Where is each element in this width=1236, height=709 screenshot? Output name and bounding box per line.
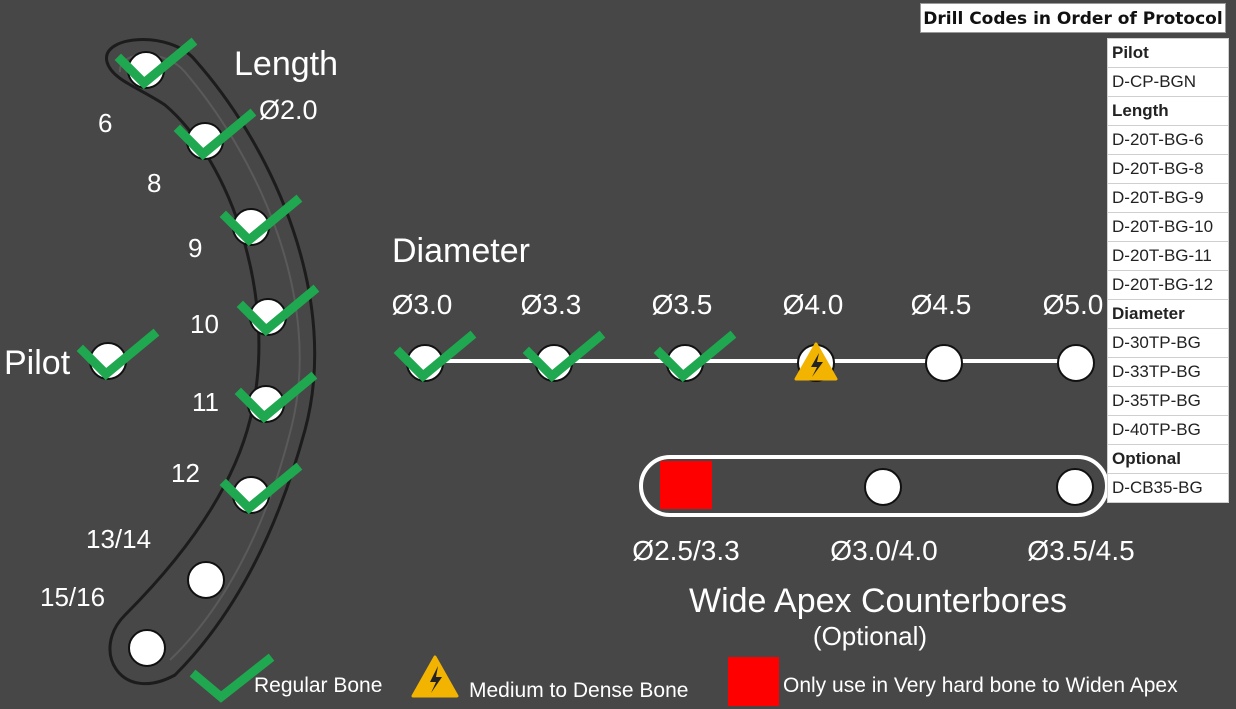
step-label: 6 [98,108,112,138]
table-cell: Optional [1107,444,1229,474]
step-label: Ø2.5/3.3 [632,535,739,566]
diameter-title: Diameter [392,232,530,270]
step-label: Ø5.0 [1043,289,1104,320]
check-icon [219,462,303,515]
legend: Regular Bone Medium to Dense Bone Only u… [189,653,1178,706]
counterbores-title: Wide Apex Counterbores [689,582,1067,620]
diameter-step-marker [1057,344,1095,382]
legend-warning-bolt [430,666,442,693]
table-cell: D-20T-BG-11 [1107,241,1229,271]
step-label: Ø3.5/4.5 [1027,535,1134,566]
table-row: D-40TP-BG [1107,415,1229,445]
counterbores-subtitle: (Optional) [813,621,927,651]
table-row: D-20T-BG-11 [1107,241,1229,271]
table-cell: D-30TP-BG [1107,328,1229,358]
table-row: D-35TP-BG [1107,386,1229,416]
counterbore-square-marker [660,461,712,509]
legend-check-icon [189,653,275,703]
table-section-header: Length [1107,96,1229,126]
table-cell: D-20T-BG-12 [1107,270,1229,300]
length-title: Length [234,45,338,83]
table-section-header: Optional [1107,444,1229,474]
length-step-marker [128,629,166,667]
table-row: D-33TP-BG [1107,357,1229,387]
table-row: D-20T-BG-8 [1107,154,1229,184]
table-cell: D-20T-BG-6 [1107,125,1229,155]
table-cell: D-20T-BG-9 [1107,183,1229,213]
table-row: D-CP-BGN [1107,67,1229,97]
step-label: Ø3.0 [392,289,453,320]
drill-codes-table: Pilot D-CP-BGN Length D-20T-BG-6 D-20T-BG-8 D… [1107,38,1229,503]
table-cell: Diameter [1107,299,1229,329]
counterbore-step-marker [1056,468,1094,506]
table-cell: Length [1107,96,1229,126]
length-step-marker [187,561,225,599]
table-row: D-CB35-BG [1107,473,1229,503]
table-cell: D-20T-BG-8 [1107,154,1229,184]
legend-medium-label: Medium to Dense Bone [469,679,688,702]
table-cell: D-CP-BGN [1107,67,1229,97]
step-label: 13/14 [86,524,151,554]
check-icon [393,330,477,383]
table-cell: Pilot [1107,38,1229,68]
step-label: Ø4.0 [783,289,844,320]
table-section-header: Diameter [1107,299,1229,329]
legend-square-icon [728,657,779,706]
table-cell: D-20T-BG-10 [1107,212,1229,242]
diameter-step-marker [925,344,963,382]
check-icon [522,330,606,383]
table-section-header: Pilot [1107,38,1229,68]
step-label: Ø4.5 [911,289,972,320]
check-icon [114,37,198,90]
counterbore-step-marker [864,468,902,506]
table-row: D-20T-BG-12 [1107,270,1229,300]
length-band-inner [118,53,301,661]
table-cell: D-33TP-BG [1107,357,1229,387]
check-icon [653,330,737,383]
check-icon [173,108,257,161]
check-icon [219,194,303,247]
table-cell: D-35TP-BG [1107,386,1229,416]
step-label: 9 [188,233,202,263]
step-label: 11 [192,387,219,417]
table-row: D-20T-BG-10 [1107,212,1229,242]
legend-regular-label: Regular Bone [254,674,382,697]
table-row: D-20T-BG-6 [1107,125,1229,155]
table-cell: D-40TP-BG [1107,415,1229,445]
table-row: D-30TP-BG [1107,328,1229,358]
step-label: 15/16 [40,582,105,612]
step-label: Ø3.0/4.0 [830,535,937,566]
length-diameter-label: Ø2.0 [259,95,318,125]
pilot-label: Pilot [4,344,71,382]
step-label: Ø3.5 [652,289,713,320]
step-label: 10 [190,309,219,339]
step-label: 12 [171,458,200,488]
table-row: D-20T-BG-9 [1107,183,1229,213]
step-label: 8 [147,168,161,198]
markers-layer: 6 8 9 10 11 12 13/14 15/16 Ø3.0 Ø3.3 Ø3.5 Ø4.0 Ø4.5 Ø… [40,37,1135,667]
table-cell: D-CB35-BG [1107,473,1229,503]
check-icon [236,284,320,337]
warning-bolt [811,353,823,377]
legend-hard-label: Only use in Very hard bone to Widen Apex [783,674,1178,697]
check-icon [76,328,160,381]
drill-codes-title: Drill Codes in Order of Protocol [920,3,1226,33]
step-label: Ø3.3 [521,289,582,320]
check-icon [234,371,318,424]
